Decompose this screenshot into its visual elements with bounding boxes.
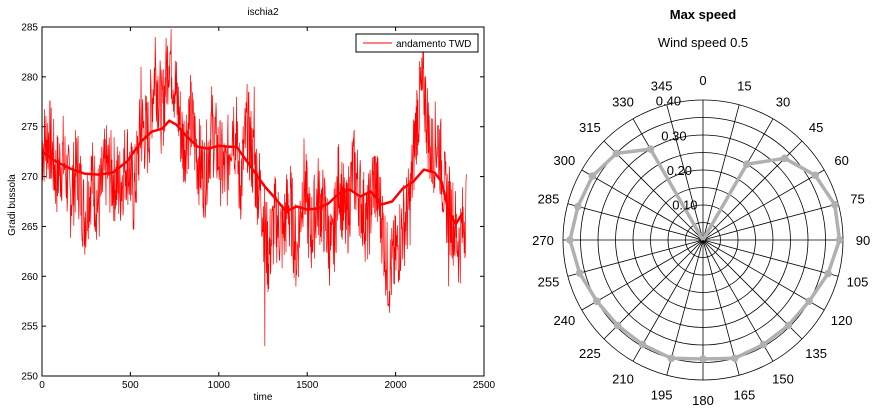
- plot-frame: [41, 26, 485, 377]
- max-speed-point-4: [831, 200, 839, 209]
- max-speed-point-14: [613, 321, 622, 330]
- y-tick-label-0: 250: [21, 372, 38, 383]
- angle-label-45: 45: [809, 120, 823, 135]
- angle-label-300: 300: [554, 153, 576, 168]
- polar-spoke-240: [581, 239, 704, 311]
- polar-spoke-15: [702, 104, 740, 241]
- max-speed-point-18: [574, 202, 582, 211]
- max-speed-point-9: [759, 340, 768, 349]
- legend: andamento TWD: [355, 33, 479, 53]
- max-speed-point-8: [784, 321, 793, 330]
- y-axis-label: Gradi bussola: [7, 174, 18, 236]
- x-tick-label-5: 2500: [473, 380, 496, 391]
- angle-label-180: 180: [692, 393, 714, 408]
- y-tick-label-5: 275: [21, 122, 38, 133]
- y-tick-label-4: 270: [21, 172, 38, 183]
- max-speed-point-11: [699, 355, 707, 363]
- polar-spoke-210: [632, 239, 704, 362]
- polar-spoke-315: [603, 140, 704, 241]
- polar-spoke-75: [702, 203, 839, 241]
- angle-label-75: 75: [850, 192, 864, 207]
- polar-title: Max speed: [670, 7, 737, 22]
- polar-spoke-345: [666, 104, 704, 241]
- radial-tick-label-0: 0.10: [672, 197, 697, 212]
- legend-box: [355, 33, 479, 53]
- max-speed-point-13: [638, 340, 647, 349]
- max-speed-point-2: [780, 154, 789, 163]
- max-speed-polar-chart: Max speed Wind speed 0.5 0.10 0.20 0.30 0.4…: [532, 7, 870, 408]
- y-tick-label-2: 260: [21, 272, 38, 283]
- angle-label-240: 240: [554, 313, 576, 328]
- polar-spoke-300: [581, 169, 704, 241]
- max-speed-point-6: [824, 269, 832, 278]
- max-speed-point-3: [811, 171, 819, 180]
- angle-label-15: 15: [737, 79, 751, 94]
- polar-spoke-285: [567, 203, 704, 241]
- smoothed-twd-series: [41, 119, 464, 226]
- legend-label: andamento TWD: [396, 39, 471, 50]
- max-speed-point-12: [667, 354, 676, 363]
- angle-label-0: 0: [699, 73, 706, 88]
- max-speed-point-17: [566, 236, 574, 244]
- angle-label-315: 315: [579, 120, 601, 135]
- plot-area: [41, 28, 467, 347]
- angle-label-270: 270: [532, 233, 554, 248]
- angle-label-30: 30: [776, 94, 790, 109]
- angle-label-105: 105: [847, 274, 869, 289]
- polar-spoke-60: [702, 169, 825, 241]
- x-tick-label-2: 1000: [208, 380, 231, 391]
- radial-tick-label-1: 0.20: [667, 163, 692, 178]
- angle-label-225: 225: [579, 346, 601, 361]
- angle-label-90: 90: [856, 233, 870, 248]
- raw-twd-series: [41, 28, 467, 347]
- max-speed-point-16: [575, 269, 584, 277]
- polar-spoke-255: [567, 239, 704, 277]
- angle-label-195: 195: [651, 388, 673, 403]
- angle-label-285: 285: [538, 192, 560, 207]
- max-speed-point-21: [646, 145, 655, 153]
- max-speed-point-15: [593, 297, 601, 306]
- polar-spoke-120: [702, 239, 825, 311]
- polar-series: [566, 145, 844, 363]
- x-tick-label-4: 2000: [384, 380, 407, 391]
- y-tick-label-7: 285: [21, 23, 38, 34]
- max-speed-point-7: [805, 297, 813, 306]
- y-tick-label-1: 255: [21, 322, 38, 333]
- x-tick-label-0: 0: [39, 380, 45, 391]
- y-tick-label-3: 265: [21, 222, 38, 233]
- angle-label-255: 255: [538, 274, 560, 289]
- x-tick-label-3: 1500: [296, 380, 319, 391]
- angle-label-330: 330: [612, 94, 634, 109]
- radial-tick-label-2: 0.30: [661, 128, 686, 143]
- max-speed-point-1: [743, 160, 751, 168]
- y-tick-label-6: 280: [21, 72, 38, 83]
- angle-label-120: 120: [831, 313, 853, 328]
- max-speed-point-19: [588, 172, 597, 180]
- max-speed-point-10: [730, 354, 739, 363]
- radial-tick-label-3: 0.40: [656, 94, 681, 109]
- polar-spoke-135: [702, 239, 803, 340]
- polar-grid: [562, 99, 844, 381]
- angle-label-165: 165: [734, 388, 756, 403]
- polar-spoke-165: [702, 239, 740, 376]
- max-speed-point-20: [612, 149, 621, 158]
- x-axis-label: time: [254, 392, 273, 403]
- polar-labels: 0.10 0.20 0.30 0.40 0 15 30 45 60 75 90 105 120 135 15…: [532, 73, 870, 408]
- angle-label-345: 345: [651, 79, 673, 94]
- polar-spoke-225: [603, 239, 704, 340]
- polar-spoke-150: [702, 239, 774, 362]
- chart-title: ischia2: [247, 7, 279, 18]
- polar-spoke-105: [702, 239, 839, 277]
- max-speed-point-5: [835, 236, 844, 244]
- polar-spoke-195: [666, 239, 704, 376]
- twd-line-chart: ischia2 Gradi bussola time 0 500 1000 1500 2…: [7, 7, 496, 403]
- angle-label-135: 135: [805, 346, 827, 361]
- angle-label-60: 60: [834, 153, 848, 168]
- angle-label-150: 150: [772, 372, 794, 387]
- angle-label-210: 210: [612, 372, 634, 387]
- polar-subtitle: Wind speed 0.5: [658, 35, 748, 50]
- x-tick-label-1: 500: [122, 380, 139, 391]
